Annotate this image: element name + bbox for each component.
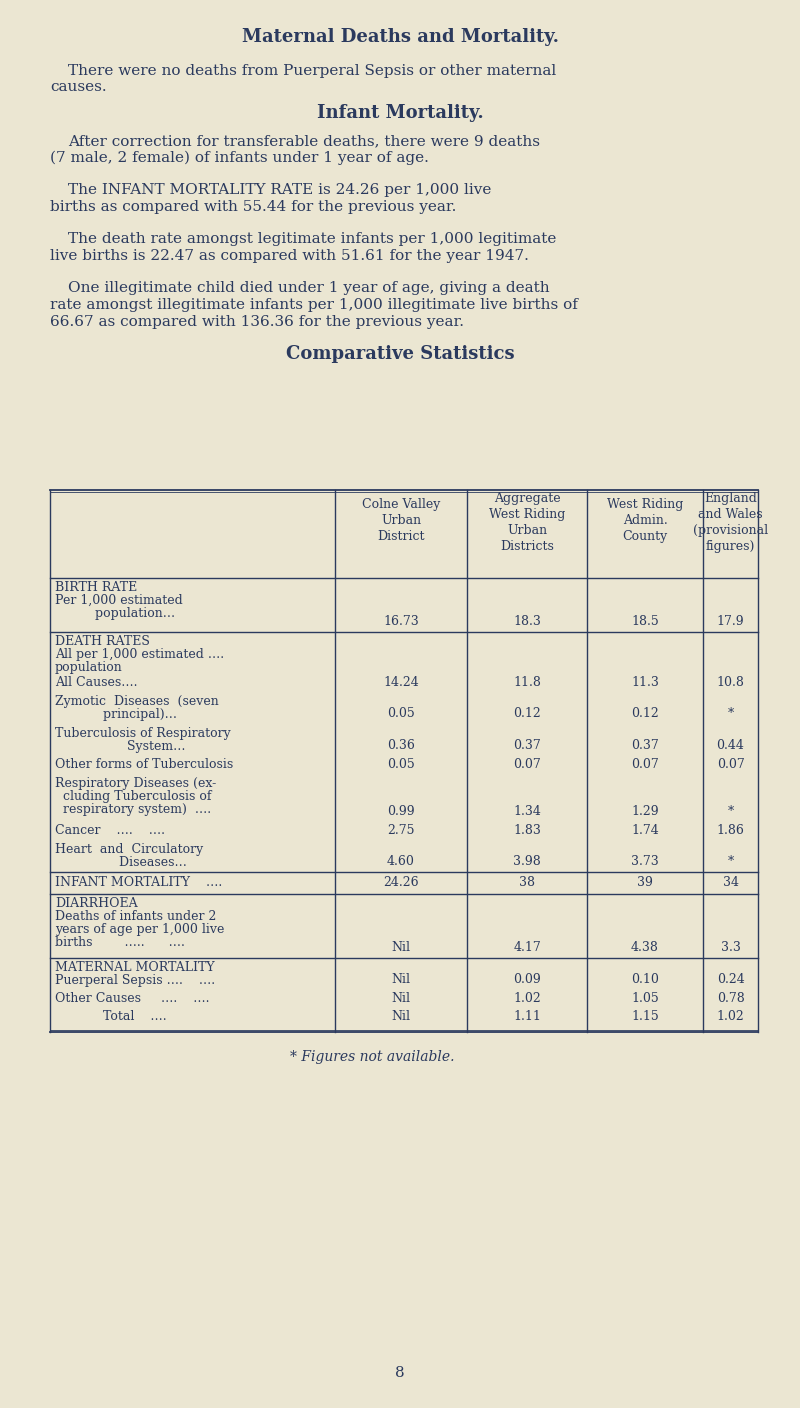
Text: 1.11: 1.11 — [513, 1011, 541, 1024]
Text: 16.73: 16.73 — [383, 615, 419, 628]
Text: 18.5: 18.5 — [631, 615, 659, 628]
Text: population…: population… — [55, 607, 175, 620]
Text: Other forms of Tuberculosis: Other forms of Tuberculosis — [55, 759, 234, 772]
Text: 4.38: 4.38 — [631, 941, 659, 955]
Text: Maternal Deaths and Mortality.: Maternal Deaths and Mortality. — [242, 28, 558, 46]
Text: Nil: Nil — [391, 973, 410, 986]
Text: After correction for transferable deaths, there were 9 deaths: After correction for transferable deaths… — [68, 134, 540, 148]
Text: births as compared with 55.44 for the previous year.: births as compared with 55.44 for the pr… — [50, 200, 456, 214]
Text: Puerperal Sepsis ….    ….: Puerperal Sepsis …. …. — [55, 974, 215, 987]
Text: 1.02: 1.02 — [717, 1011, 744, 1024]
Text: 4.17: 4.17 — [513, 941, 541, 955]
Text: births        …..      ….: births ….. …. — [55, 936, 185, 949]
Text: Zymotic  Diseases  (seven: Zymotic Diseases (seven — [55, 696, 218, 708]
Text: * Figures not available.: * Figures not available. — [290, 1050, 454, 1064]
Text: 39: 39 — [637, 877, 653, 890]
Text: Nil: Nil — [391, 941, 410, 955]
Text: 0.37: 0.37 — [631, 739, 659, 752]
Text: 11.3: 11.3 — [631, 676, 659, 690]
Text: 24.26: 24.26 — [383, 877, 419, 890]
Text: principal)…: principal)… — [55, 708, 177, 721]
Text: *: * — [727, 805, 734, 818]
Text: respiratory system)  ….: respiratory system) …. — [55, 803, 211, 817]
Text: 3.73: 3.73 — [631, 855, 659, 867]
Text: 0.44: 0.44 — [717, 739, 745, 752]
Text: Total    ….: Total …. — [55, 1011, 166, 1024]
Text: 1.74: 1.74 — [631, 825, 659, 838]
Text: 66.67 as compared with 136.36 for the previous year.: 66.67 as compared with 136.36 for the pr… — [50, 315, 464, 329]
Text: 1.05: 1.05 — [631, 993, 659, 1005]
Text: INFANT MORTALITY    ….: INFANT MORTALITY …. — [55, 877, 222, 890]
Text: BIRTH RATE: BIRTH RATE — [55, 582, 138, 594]
Text: live births is 22.47 as compared with 51.61 for the year 1947.: live births is 22.47 as compared with 51… — [50, 249, 529, 263]
Text: Diseases…: Diseases… — [55, 856, 187, 869]
Text: (7 male, 2 female) of infants under 1 year of age.: (7 male, 2 female) of infants under 1 ye… — [50, 151, 429, 165]
Text: 3.98: 3.98 — [513, 855, 541, 867]
Text: Nil: Nil — [391, 1011, 410, 1024]
Text: The death rate amongst legitimate infants per 1,000 legitimate: The death rate amongst legitimate infant… — [68, 232, 556, 246]
Text: 1.83: 1.83 — [513, 825, 541, 838]
Text: 11.8: 11.8 — [513, 676, 541, 690]
Text: Tuberculosis of Respiratory: Tuberculosis of Respiratory — [55, 727, 230, 741]
Text: Colne Valley
Urban
District: Colne Valley Urban District — [362, 498, 440, 543]
Text: 1.15: 1.15 — [631, 1011, 659, 1024]
Text: 10.8: 10.8 — [717, 676, 745, 690]
Text: 0.99: 0.99 — [387, 805, 415, 818]
Text: 0.07: 0.07 — [717, 759, 744, 772]
Text: DIARRHOEA: DIARRHOEA — [55, 897, 138, 910]
Text: 14.24: 14.24 — [383, 676, 419, 690]
Text: Respiratory Diseases (ex-: Respiratory Diseases (ex- — [55, 777, 216, 790]
Text: 0.05: 0.05 — [387, 707, 415, 719]
Text: MATERNAL MORTALITY: MATERNAL MORTALITY — [55, 962, 214, 974]
Text: England
and Wales
(provisional
figures): England and Wales (provisional figures) — [693, 491, 768, 553]
Text: 0.09: 0.09 — [513, 973, 541, 986]
Text: 1.86: 1.86 — [717, 825, 745, 838]
Text: Cancer    ….    ….: Cancer …. …. — [55, 825, 165, 838]
Text: One illegitimate child died under 1 year of age, giving a death: One illegitimate child died under 1 year… — [68, 282, 550, 296]
Text: Aggregate
West Riding
Urban
Districts: Aggregate West Riding Urban Districts — [489, 491, 565, 553]
Text: 2.75: 2.75 — [387, 825, 414, 838]
Text: 18.3: 18.3 — [513, 615, 541, 628]
Text: 1.02: 1.02 — [513, 993, 541, 1005]
Text: All Causes….: All Causes…. — [55, 676, 138, 690]
Text: System…: System… — [55, 741, 186, 753]
Text: 0.36: 0.36 — [387, 739, 415, 752]
Text: Heart  and  Circulatory: Heart and Circulatory — [55, 843, 203, 856]
Text: Infant Mortality.: Infant Mortality. — [317, 104, 483, 122]
Text: Comparative Statistics: Comparative Statistics — [286, 345, 514, 363]
Text: 0.07: 0.07 — [631, 759, 659, 772]
Text: 0.05: 0.05 — [387, 759, 415, 772]
Text: All per 1,000 estimated ….: All per 1,000 estimated …. — [55, 648, 224, 660]
Text: 34: 34 — [722, 877, 738, 890]
Text: 38: 38 — [519, 877, 535, 890]
Text: 3.3: 3.3 — [721, 941, 741, 955]
Text: 1.34: 1.34 — [513, 805, 541, 818]
Text: causes.: causes. — [50, 80, 106, 94]
Text: 0.10: 0.10 — [631, 973, 659, 986]
Text: 0.24: 0.24 — [717, 973, 744, 986]
Text: West Riding
Admin.
County: West Riding Admin. County — [607, 498, 683, 543]
Text: 0.37: 0.37 — [513, 739, 541, 752]
Text: 8: 8 — [395, 1366, 405, 1380]
Text: 0.12: 0.12 — [631, 707, 659, 719]
Text: 0.07: 0.07 — [513, 759, 541, 772]
Text: *: * — [727, 707, 734, 719]
Text: 17.9: 17.9 — [717, 615, 744, 628]
Text: 0.78: 0.78 — [717, 993, 744, 1005]
Text: years of age per 1,000 live: years of age per 1,000 live — [55, 924, 224, 936]
Text: *: * — [727, 855, 734, 867]
Text: Deaths of infants under 2: Deaths of infants under 2 — [55, 910, 216, 924]
Text: cluding Tuberculosis of: cluding Tuberculosis of — [55, 790, 211, 803]
Text: Nil: Nil — [391, 993, 410, 1005]
Text: There were no deaths from Puerperal Sepsis or other maternal: There were no deaths from Puerperal Seps… — [68, 63, 556, 77]
Text: 1.29: 1.29 — [631, 805, 659, 818]
Text: rate amongst illegitimate infants per 1,000 illegitimate live births of: rate amongst illegitimate infants per 1,… — [50, 298, 578, 313]
Text: Per 1,000 estimated: Per 1,000 estimated — [55, 594, 182, 607]
Text: 0.12: 0.12 — [513, 707, 541, 719]
Text: population: population — [55, 660, 122, 674]
Text: DEATH RATES: DEATH RATES — [55, 635, 150, 648]
Text: 4.60: 4.60 — [387, 855, 415, 867]
Text: Other Causes     ….    ….: Other Causes …. …. — [55, 993, 210, 1005]
Text: The INFANT MORTALITY RATE is 24.26 per 1,000 live: The INFANT MORTALITY RATE is 24.26 per 1… — [68, 183, 491, 197]
